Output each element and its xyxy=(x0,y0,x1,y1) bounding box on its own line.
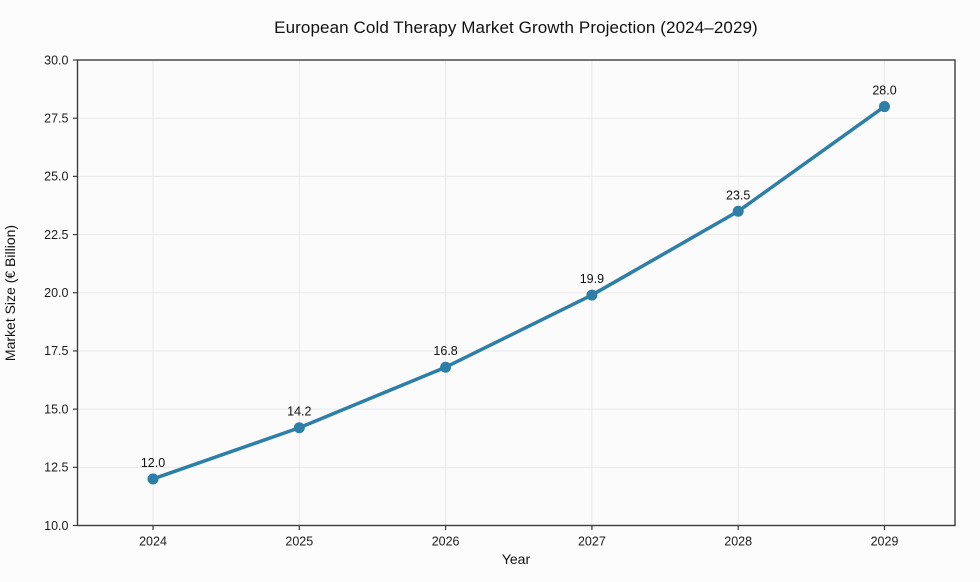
data-point-marker xyxy=(879,101,890,113)
data-point-marker xyxy=(440,361,452,373)
x-tick-label: 2024 xyxy=(139,535,167,549)
y-tick-label: 25.0 xyxy=(44,170,68,184)
data-point-label: 23.5 xyxy=(726,188,750,202)
y-tick-label: 27.5 xyxy=(44,111,68,125)
y-tick-label: 22.5 xyxy=(44,228,68,242)
x-tick-label: 2027 xyxy=(578,535,606,549)
data-point-label: 28.0 xyxy=(872,84,896,98)
x-tick-label: 2028 xyxy=(724,535,752,549)
y-tick-label: 20.0 xyxy=(44,286,68,300)
x-tick-label: 2025 xyxy=(285,535,313,549)
data-point-label: 16.8 xyxy=(433,344,457,358)
y-tick-label: 30.0 xyxy=(44,53,68,67)
y-tick-label: 10.0 xyxy=(44,519,68,533)
x-tick-label: 2026 xyxy=(432,535,460,549)
data-point-marker xyxy=(147,473,159,485)
series-line xyxy=(151,104,887,481)
y-tick-label: 17.5 xyxy=(44,344,68,358)
data-point-marker xyxy=(293,422,305,434)
data-point-marker xyxy=(586,289,598,301)
data-point-marker xyxy=(732,205,744,217)
y-tick-label: 12.5 xyxy=(44,461,68,475)
y-axis-title: Market Size (€ Billion) xyxy=(2,224,18,362)
x-tick-label: 2029 xyxy=(871,535,899,549)
data-point-label: 19.9 xyxy=(580,272,604,286)
data-point-label: 12.0 xyxy=(141,456,165,470)
chart-title: European Cold Therapy Market Growth Proj… xyxy=(274,18,758,37)
x-axis-title: Year xyxy=(501,551,531,567)
data-point-label: 14.2 xyxy=(287,405,311,419)
y-tick-label: 15.0 xyxy=(44,402,68,416)
